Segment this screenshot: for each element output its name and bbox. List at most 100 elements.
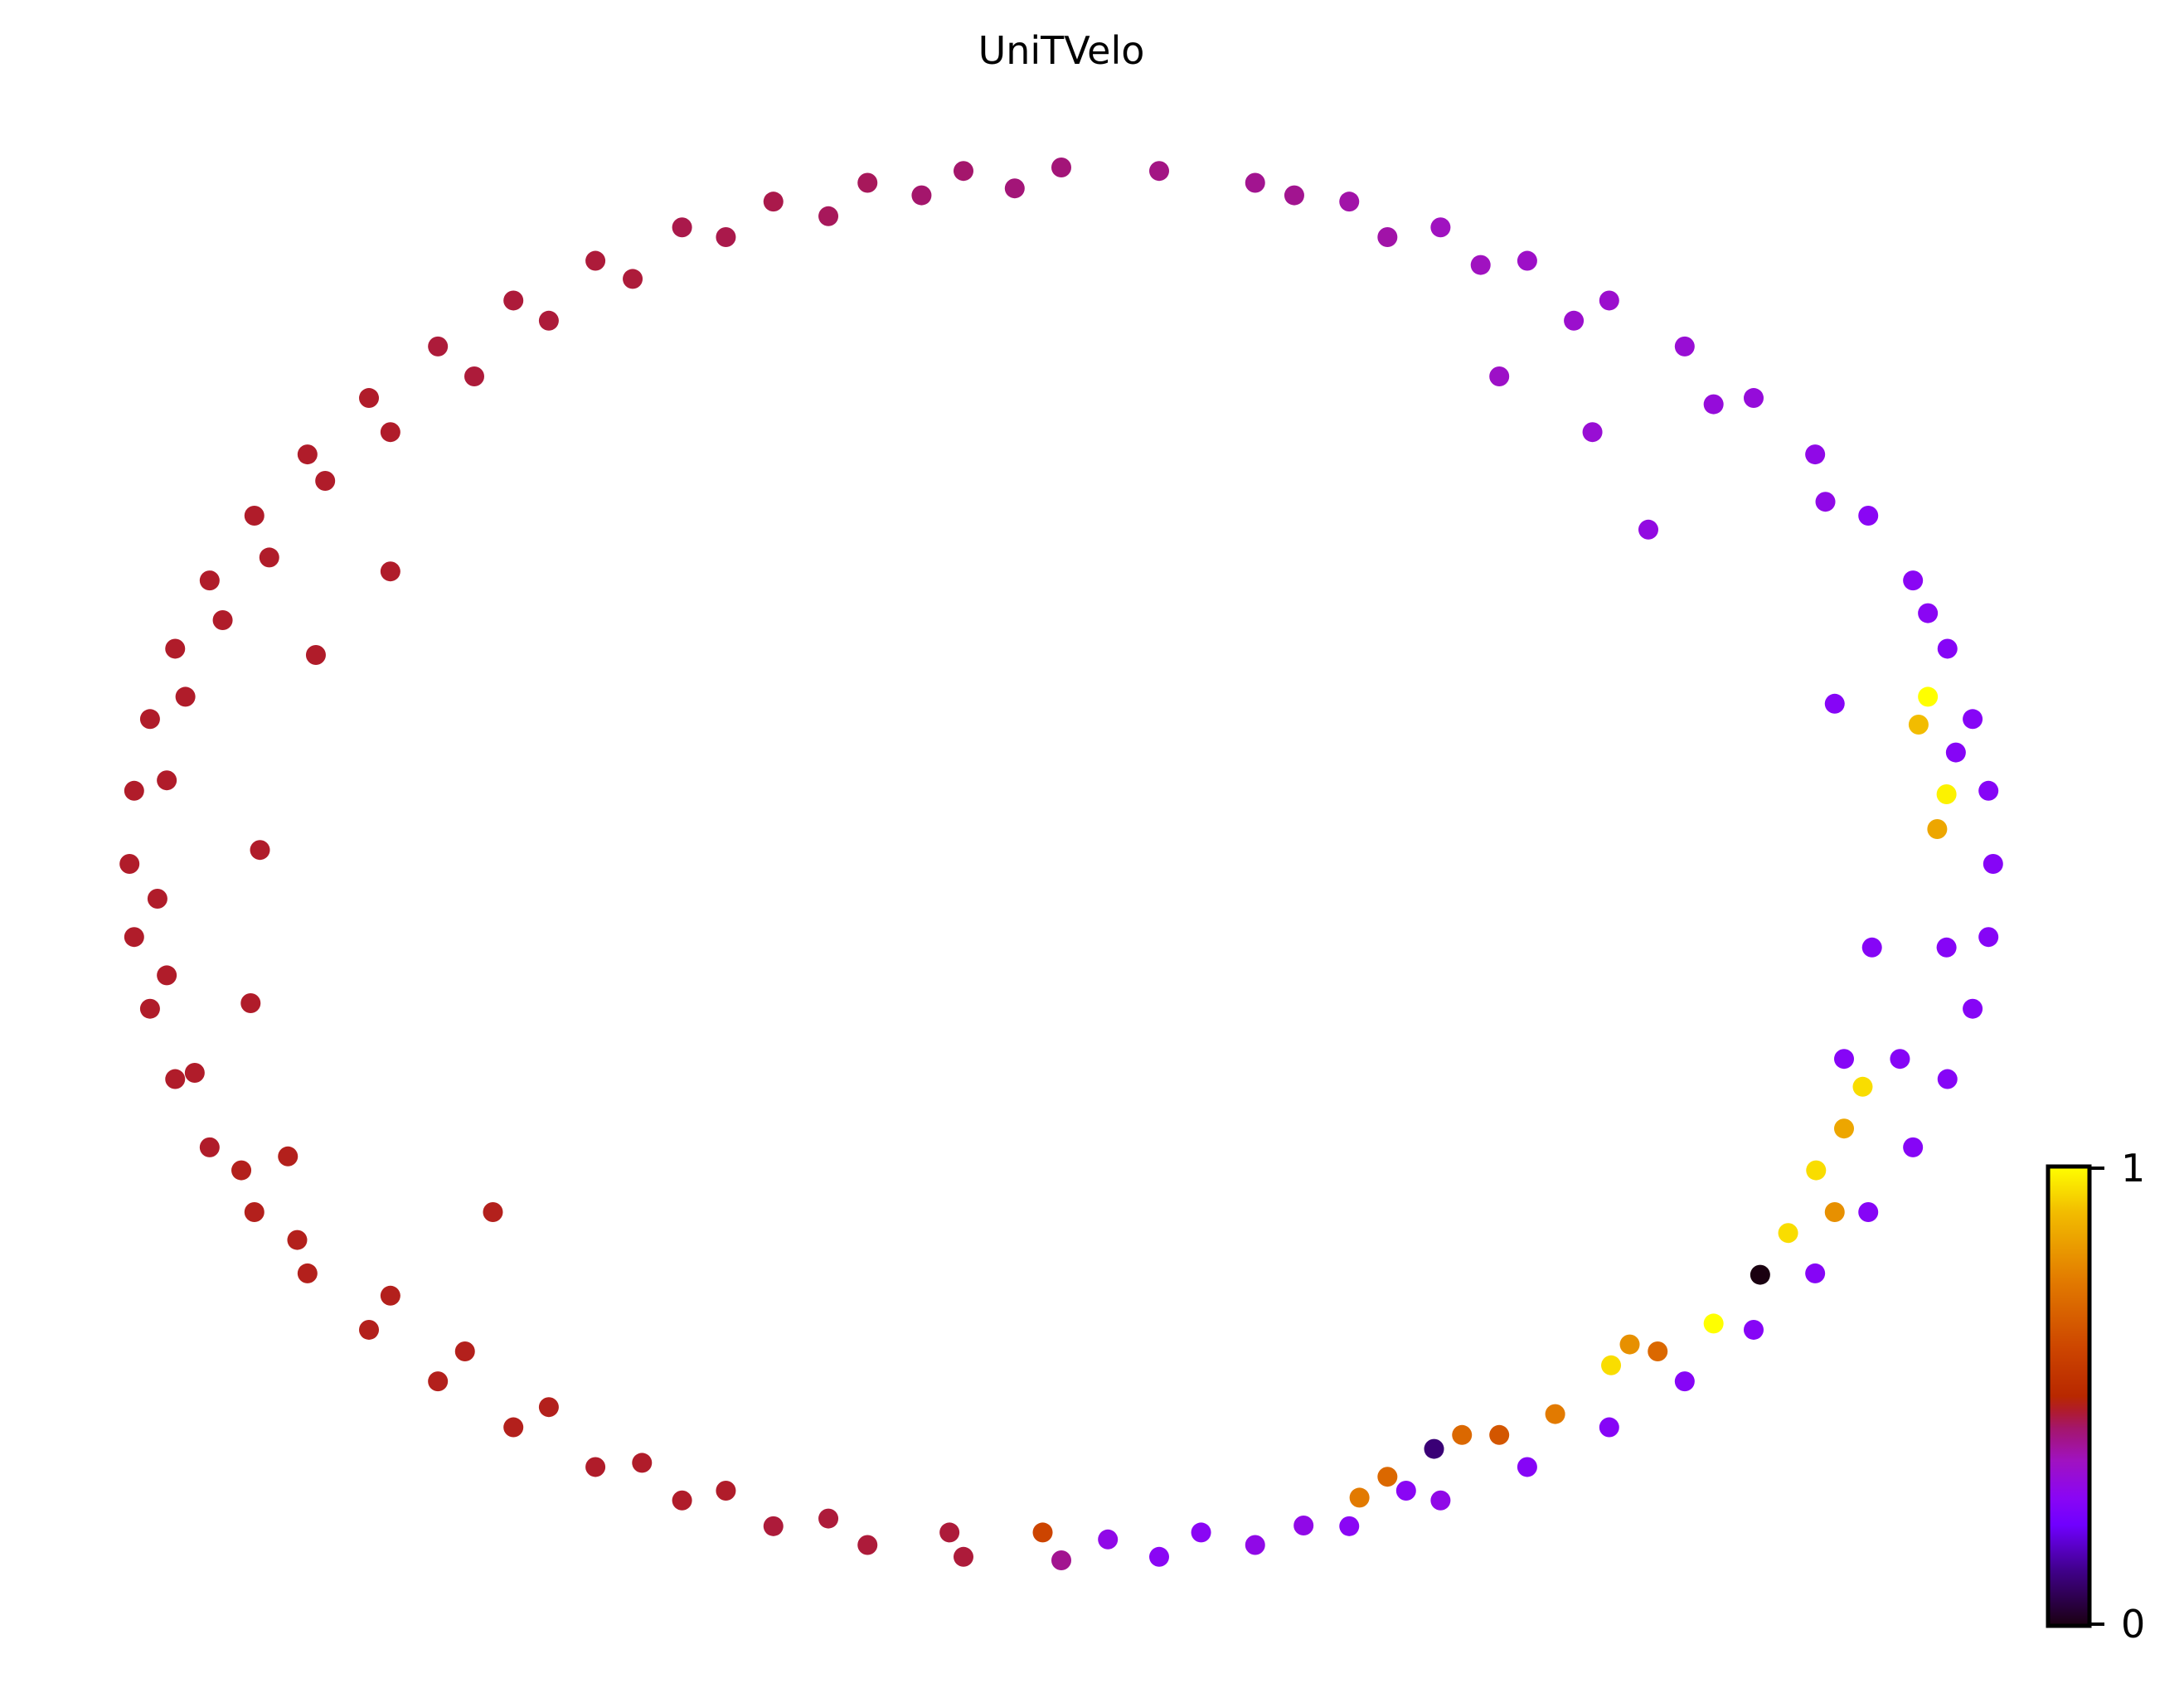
data-point: [1245, 1535, 1265, 1555]
data-point: [503, 290, 524, 311]
data-point: [1293, 1516, 1314, 1535]
data-point: [175, 686, 196, 707]
data-point: [380, 561, 400, 582]
data-point: [1517, 250, 1537, 271]
data-point: [1377, 227, 1398, 247]
data-point: [585, 250, 606, 271]
data-point: [1619, 1334, 1640, 1355]
data-point: [1004, 178, 1025, 199]
data-point: [454, 1341, 475, 1361]
data-point: [305, 645, 326, 665]
data-point: [1430, 217, 1451, 238]
data-point: [1703, 1313, 1724, 1334]
data-point: [1430, 1490, 1451, 1511]
data-point: [1805, 444, 1826, 465]
data-point: [1743, 388, 1764, 409]
data-point: [818, 1508, 839, 1529]
data-point: [1545, 1404, 1565, 1424]
data-point: [278, 1146, 298, 1167]
data-point: [1648, 1341, 1668, 1361]
data-point: [911, 185, 932, 206]
data-point: [124, 780, 144, 801]
data-point: [1564, 310, 1585, 331]
data-point: [244, 506, 265, 526]
data-point: [199, 570, 220, 591]
data-point: [1599, 290, 1619, 311]
data-point: [1936, 784, 1957, 804]
data-point: [165, 1069, 186, 1089]
data-point: [297, 444, 318, 465]
data-point: [1890, 1049, 1910, 1070]
data-point: [1191, 1522, 1211, 1543]
data-point: [503, 1417, 524, 1438]
data-point: [1918, 603, 1939, 623]
data-point: [231, 1160, 252, 1181]
data-point: [1983, 854, 2003, 874]
data-point: [1452, 1424, 1473, 1445]
data-point: [1824, 1202, 1845, 1222]
data-point: [954, 161, 973, 182]
data-point: [1395, 1481, 1416, 1501]
data-point: [716, 227, 736, 247]
data-point: [1903, 1137, 1924, 1157]
data-point: [1489, 1424, 1510, 1445]
data-point: [428, 1371, 449, 1392]
data-point: [1149, 1546, 1169, 1567]
data-point: [1908, 715, 1929, 735]
colorbar-bar: [2046, 1164, 2092, 1628]
data-point: [1945, 742, 1966, 763]
data-point: [250, 840, 270, 861]
data-point: [380, 1285, 400, 1306]
data-point: [1638, 519, 1658, 540]
data-point: [1927, 819, 1948, 839]
data-point: [1834, 1118, 1854, 1139]
data-point: [1349, 1487, 1370, 1508]
data-point: [124, 927, 144, 948]
data-point: [1858, 1202, 1879, 1222]
data-point: [464, 366, 484, 386]
data-point: [1978, 927, 1999, 948]
data-point: [428, 336, 449, 357]
data-point: [1489, 366, 1510, 386]
data-point: [157, 965, 177, 986]
colorbar-tick-label-min: 0: [2121, 1602, 2146, 1647]
data-point: [1778, 1223, 1798, 1244]
colorbar-tick-label-max: 1: [2121, 1146, 2146, 1191]
data-point: [1032, 1522, 1053, 1543]
data-point: [315, 471, 336, 491]
data-point: [1824, 693, 1845, 714]
data-point: [483, 1202, 503, 1222]
data-point: [244, 1202, 265, 1222]
data-point: [1098, 1529, 1119, 1550]
data-point: [1703, 394, 1724, 415]
data-point: [623, 269, 643, 289]
data-point: [1963, 709, 1983, 730]
data-point: [1377, 1467, 1398, 1487]
data-point: [259, 547, 279, 568]
data-point: [1599, 1417, 1619, 1438]
data-point: [1750, 1264, 1770, 1285]
data-point: [857, 172, 878, 193]
data-point: [359, 1319, 380, 1340]
data-point: [1918, 686, 1939, 707]
data-point: [1834, 1049, 1854, 1070]
data-point: [585, 1457, 606, 1477]
data-point: [184, 1063, 205, 1083]
data-point: [199, 1137, 220, 1157]
data-point: [1582, 422, 1603, 443]
data-point: [1937, 1069, 1958, 1089]
data-point: [1963, 998, 1983, 1019]
data-point: [672, 1490, 692, 1511]
data-point: [119, 854, 140, 874]
data-point: [1517, 1457, 1537, 1477]
data-point: [1470, 255, 1491, 275]
data-point: [857, 1535, 878, 1555]
data-point: [1339, 192, 1360, 212]
data-point: [954, 1546, 973, 1567]
data-point: [1601, 1355, 1622, 1375]
data-point: [240, 993, 261, 1013]
data-point: [1852, 1076, 1873, 1097]
data-point: [287, 1230, 308, 1250]
data-point: [538, 310, 559, 331]
